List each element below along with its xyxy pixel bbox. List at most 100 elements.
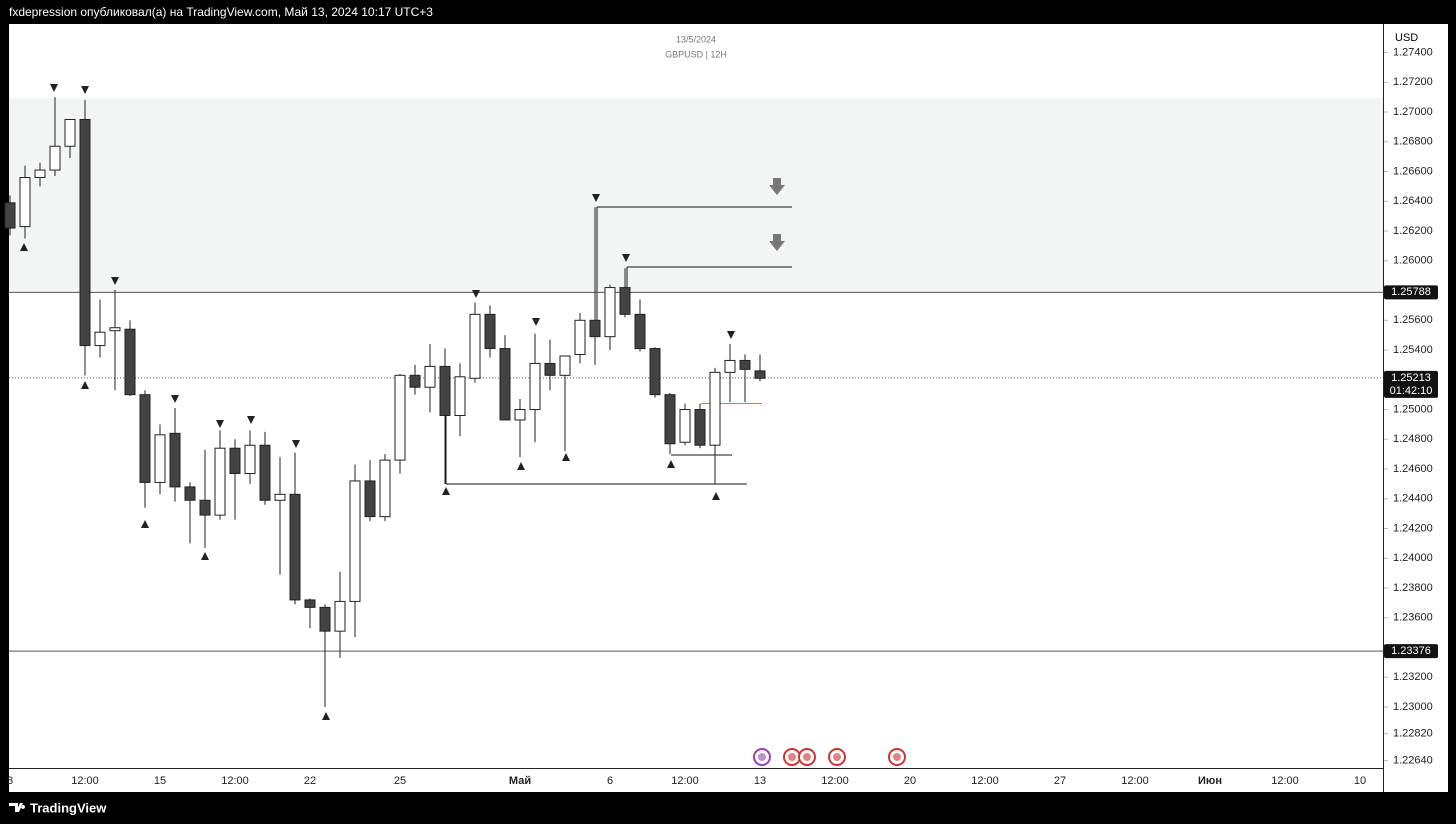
candle-body <box>49 145 61 171</box>
candle-body <box>634 313 646 350</box>
x-tick-label: 12:00 <box>971 775 999 787</box>
candle-body <box>124 328 136 396</box>
brand: TradingView <box>30 800 107 815</box>
arrow-drawing <box>769 234 785 251</box>
arrow-drawing <box>769 178 785 195</box>
candle-body <box>664 394 676 445</box>
y-tick-label: 1.27400 <box>1393 46 1433 58</box>
price-tag-label: 1.23376 <box>1391 645 1431 657</box>
candle-body <box>754 370 766 379</box>
candle-body <box>79 118 91 347</box>
swing-marker <box>667 460 675 468</box>
candle-body <box>139 394 151 483</box>
y-tick-label: 1.27200 <box>1393 76 1433 88</box>
y-tick-label: 1.24800 <box>1393 433 1433 445</box>
candle-body <box>379 459 391 518</box>
candle-body <box>604 287 616 338</box>
candle-body <box>229 447 241 474</box>
y-tick-label: 1.23000 <box>1393 701 1433 713</box>
price-tag-label: 1.25213 <box>1391 372 1431 384</box>
x-tick-label: 8 <box>7 775 13 787</box>
price-tag <box>1384 285 1438 300</box>
price-tag-label: 1.25788 <box>1391 286 1431 298</box>
candle-body <box>4 202 16 229</box>
x-tick-label: 15 <box>154 775 166 787</box>
y-tick-label: 1.26800 <box>1393 136 1433 148</box>
candle-body <box>289 493 301 601</box>
swing-marker <box>727 331 735 339</box>
candle-body <box>574 319 586 356</box>
x-tick-label: 12:00 <box>1121 775 1149 787</box>
candle-body <box>259 444 271 501</box>
y-tick-label: 1.22640 <box>1393 754 1433 766</box>
chart-subtitle: GBPUSD | 12H <box>665 49 727 59</box>
swing-marker <box>712 492 720 500</box>
y-tick-label: 1.25000 <box>1393 403 1433 415</box>
candle-body <box>619 287 631 315</box>
candle-body <box>424 365 436 388</box>
candle-body <box>454 376 466 416</box>
swing-marker <box>111 277 119 285</box>
y-tick-label: 1.24200 <box>1393 522 1433 534</box>
x-tick-label: 12:00 <box>71 775 99 787</box>
x-tick-label: 12:00 <box>821 775 849 787</box>
candle-body <box>214 447 226 516</box>
swing-marker <box>50 84 58 92</box>
event-icon-inner <box>788 753 796 761</box>
x-tick-label: Май <box>509 775 531 787</box>
x-tick-label: 6 <box>607 775 613 787</box>
y-tick-label: 1.23800 <box>1393 582 1433 594</box>
candle-body <box>169 432 181 488</box>
candle-body <box>109 327 121 332</box>
y-tick-label: 1.24600 <box>1393 463 1433 475</box>
swing-marker <box>532 318 540 326</box>
candle-body <box>184 486 196 501</box>
swing-marker <box>622 254 630 262</box>
event-icon-inner <box>758 753 766 761</box>
candle-body <box>94 331 106 347</box>
y-tick-label: 1.23600 <box>1393 612 1433 624</box>
event-icon-inner <box>833 753 841 761</box>
swing-marker <box>141 520 149 528</box>
y-tick-label: 1.27000 <box>1393 106 1433 118</box>
candle-body <box>364 480 376 518</box>
candle-body <box>589 319 601 338</box>
candle-body <box>724 359 736 373</box>
swing-marker <box>216 420 224 428</box>
x-tick-label: 25 <box>394 775 406 787</box>
x-tick-label: 10 <box>1354 775 1366 787</box>
swing-marker <box>81 86 89 94</box>
candle-body <box>409 374 421 388</box>
y-tick-label: 1.24400 <box>1393 493 1433 505</box>
candle-body <box>679 409 691 443</box>
countdown: 01:42:10 <box>1390 385 1433 397</box>
candle-body <box>244 444 256 474</box>
y-tick-label: 1.25600 <box>1393 314 1433 326</box>
candle-body <box>739 359 751 370</box>
swing-marker <box>562 453 570 461</box>
x-tick-label: 13 <box>754 775 766 787</box>
candle-body <box>394 374 406 461</box>
candle-body <box>154 434 166 483</box>
swing-marker <box>322 712 330 720</box>
swing-marker <box>20 243 28 251</box>
logo: TradingView <box>9 800 107 815</box>
y-tick-label: 1.22820 <box>1393 728 1433 740</box>
y-tick-label: 1.26000 <box>1393 255 1433 267</box>
x-tick-label: 22 <box>304 775 316 787</box>
x-tick-label: 12:00 <box>221 775 249 787</box>
header-text: fxdepression опубликовал(а) на TradingVi… <box>9 5 433 19</box>
candle-body <box>34 169 46 179</box>
price-tag <box>1384 370 1438 398</box>
swing-marker <box>247 416 255 424</box>
y-tick-label: 1.26600 <box>1393 165 1433 177</box>
candle-body <box>304 599 316 608</box>
price-tag <box>1384 644 1438 659</box>
candle-body <box>559 355 571 376</box>
y-tick-label: 1.25400 <box>1393 344 1433 356</box>
event-icon-inner <box>893 753 901 761</box>
y-tick-label: 1.24000 <box>1393 552 1433 564</box>
y-tick-label: 1.26200 <box>1393 225 1433 237</box>
